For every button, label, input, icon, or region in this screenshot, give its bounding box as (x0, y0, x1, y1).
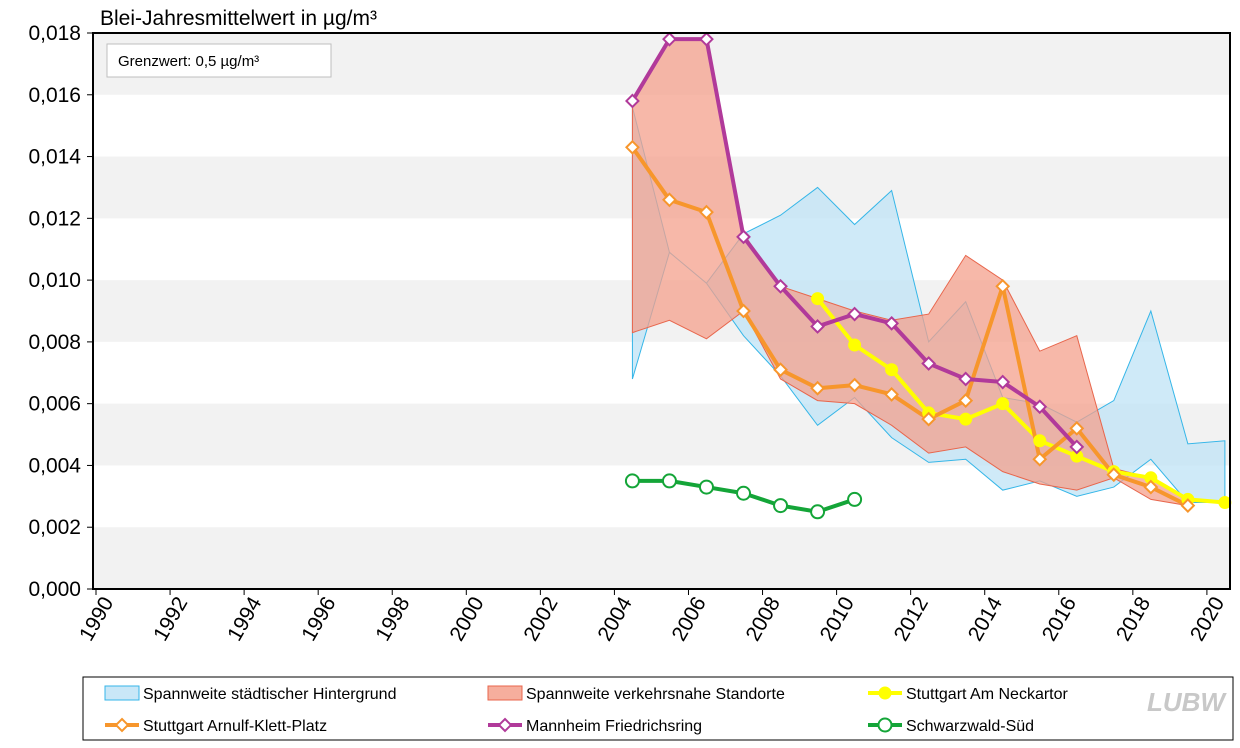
legend-label-schwarzwald-sued: Schwarzwald-Süd (906, 718, 1034, 735)
point-stuttgart-am-neckartor (848, 338, 862, 352)
legend-label-stuttgart-am-neckartor: Stuttgart Am Neckartor (906, 686, 1069, 703)
legend-swatch-spannweite-verkehrsnahe-standorte (487, 685, 523, 701)
point-stuttgart-am-neckartor (885, 363, 899, 377)
point-mannheim-friedrichsring (625, 93, 640, 109)
x-tick-label: 2004 (593, 593, 636, 645)
point-stuttgart-arnulf-klett-platz (1032, 451, 1048, 467)
x-tick-label: 2010 (816, 593, 859, 645)
x-tick-label: 2014 (964, 593, 1007, 645)
line-stuttgart-am-neckartor (816, 297, 1226, 505)
point-mannheim-friedrichsring (810, 319, 825, 334)
x-tick-label: 1994 (223, 593, 266, 645)
point-mannheim-friedrichsring (773, 278, 788, 294)
grenzwert-box: Grenzwert: 0,5 µg/m³ (106, 43, 332, 78)
y-tick-label: 0,000 (28, 578, 81, 601)
x-tick-label: 1998 (371, 593, 414, 645)
point-schwarzwald-sued (661, 473, 677, 489)
point-mannheim-friedrichsring (884, 315, 900, 331)
line-stuttgart-arnulf-klett-platz (630, 146, 1189, 508)
point-stuttgart-arnulf-klett-platz (1180, 498, 1196, 514)
legend-marker-stuttgart-am-neckartor (878, 686, 892, 700)
y-axis: 0,000 0,002 0,004 0,006 0,008 0,010 0,012 0,014… (28, 22, 93, 601)
chart-title: Blei-Jahresmittelwert in µg/m³ (100, 7, 377, 30)
point-stuttgart-arnulf-klett-platz (921, 411, 937, 427)
legend-marker-schwarzwald-sued (877, 717, 893, 733)
legend-label-stuttgart-arnulf-klett-platz: Stuttgart Arnulf-Klett-Platz (143, 718, 327, 735)
point-stuttgart-arnulf-klett-platz (625, 139, 640, 155)
lubw-logo: LUBW (1147, 687, 1227, 717)
point-mannheim-friedrichsring (847, 306, 863, 322)
x-tick-label: 1992 (149, 593, 192, 645)
y-tick-label: 0,018 (28, 22, 81, 45)
x-tick-label: 2006 (668, 593, 711, 645)
plot-frame (92, 32, 1231, 590)
legend: Spannweite städtischer Hintergrund Spannw… (104, 685, 1069, 735)
point-stuttgart-arnulf-klett-platz (1143, 479, 1159, 495)
point-stuttgart-am-neckartor (959, 412, 973, 426)
point-stuttgart-arnulf-klett-platz (958, 393, 974, 408)
legend-label-mannheim-friedrichsring: Mannheim Friedrichsring (526, 718, 702, 735)
point-stuttgart-arnulf-klett-platz (773, 362, 788, 378)
point-stuttgart-arnulf-klett-platz (736, 303, 751, 319)
y-tick-label: 0,006 (28, 393, 81, 416)
x-tick-label: 2018 (1112, 593, 1155, 645)
legend-label-spannweite-verkehrsnahe-standorte: Spannweite verkehrsnahe Standorte (526, 686, 785, 703)
legend-swatch-spannweite-staedtischer-hintergrund (104, 685, 140, 701)
point-mannheim-friedrichsring (736, 229, 751, 245)
x-tick-label: 2020 (1186, 593, 1229, 645)
point-stuttgart-arnulf-klett-platz (995, 278, 1011, 294)
point-stuttgart-am-neckartor (996, 397, 1010, 411)
point-stuttgart-arnulf-klett-platz (847, 377, 863, 393)
point-mannheim-friedrichsring (958, 371, 974, 387)
point-stuttgart-arnulf-klett-platz (884, 386, 900, 402)
point-stuttgart-arnulf-klett-platz (699, 204, 714, 220)
point-stuttgart-am-neckartor (811, 292, 825, 306)
x-tick-label: 2000 (445, 593, 488, 645)
point-mannheim-friedrichsring (699, 31, 714, 47)
legend-marker-stuttgart-arnulf-klett-platz (114, 717, 130, 733)
grenzwert-label: Grenzwert: 0,5 µg/m³ (118, 53, 259, 70)
point-schwarzwald-sued (624, 473, 640, 489)
x-axis: 1990 1992 1994 1996 1998 2000 2002 2004 2006 2008… (75, 589, 1229, 645)
grenzwert-box-frame (106, 43, 332, 78)
point-schwarzwald-sued (847, 491, 863, 507)
point-schwarzwald-sued (736, 485, 752, 501)
point-stuttgart-arnulf-klett-platz (662, 192, 677, 208)
point-mannheim-friedrichsring (995, 374, 1011, 390)
point-stuttgart-arnulf-klett-platz (1106, 467, 1122, 483)
x-tick-label: 2012 (890, 593, 933, 645)
y-tick-label: 0,004 (28, 454, 81, 477)
y-tick-label: 0,014 (28, 146, 81, 169)
point-schwarzwald-sued (698, 479, 714, 495)
grid-band (93, 527, 1230, 589)
y-tick-label: 0,010 (28, 269, 81, 292)
point-mannheim-friedrichsring (921, 356, 937, 371)
point-schwarzwald-sued (810, 504, 826, 520)
point-stuttgart-arnulf-klett-platz (810, 380, 825, 396)
series-markers (624, 31, 1232, 520)
y-tick-label: 0,016 (28, 84, 81, 107)
point-stuttgart-am-neckartor (1033, 434, 1047, 448)
point-stuttgart-arnulf-klett-platz (1069, 420, 1085, 436)
point-schwarzwald-sued (773, 498, 789, 514)
y-tick-label: 0,012 (28, 207, 81, 230)
x-tick-label: 1996 (297, 593, 340, 645)
legend-frame (82, 676, 1234, 741)
legend-label-spannweite-staedtischer-hintergrund: Spannweite städtischer Hintergrund (143, 686, 396, 703)
y-tick-label: 0,002 (28, 516, 81, 539)
legend-marker-mannheim-friedrichsring (497, 717, 513, 733)
x-tick-label: 2002 (519, 593, 562, 645)
x-tick-label: 2016 (1038, 593, 1081, 645)
point-mannheim-friedrichsring (1069, 439, 1085, 455)
y-tick-label: 0,008 (28, 331, 81, 354)
x-tick-label: 2008 (742, 593, 785, 645)
x-tick-label: 1990 (75, 593, 118, 645)
point-mannheim-friedrichsring (1032, 399, 1048, 415)
point-mannheim-friedrichsring (662, 31, 677, 47)
